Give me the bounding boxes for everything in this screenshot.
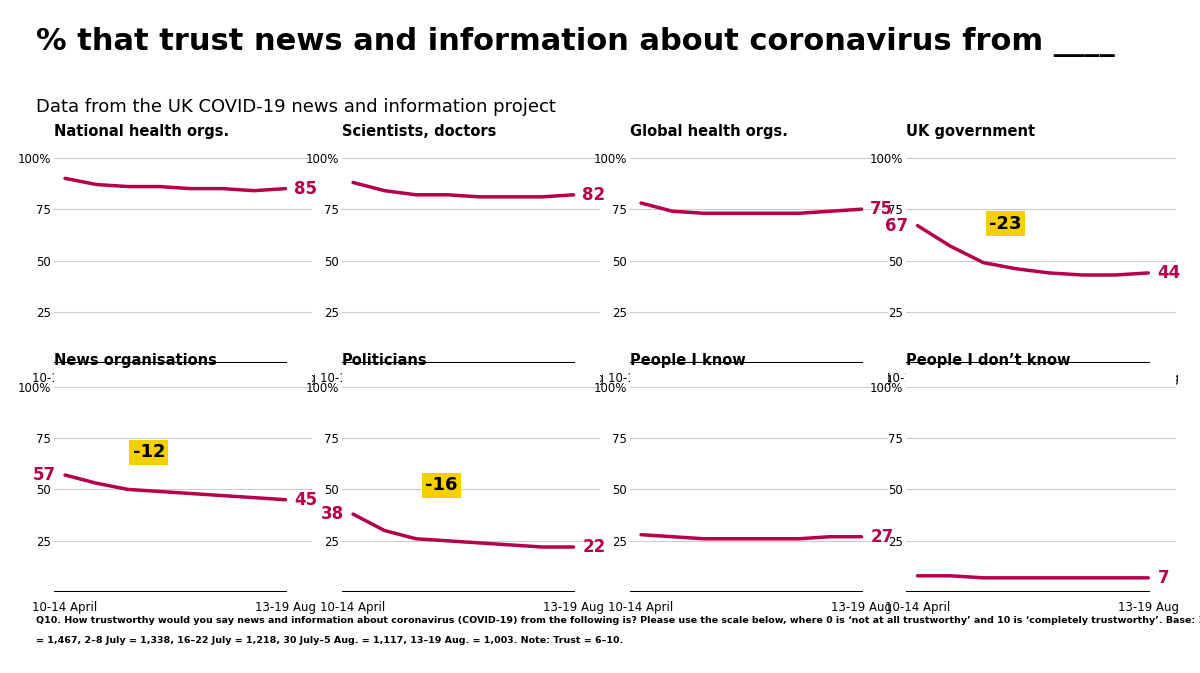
- Text: Q10. How trustworthy would you say news and information about coronavirus (COVID: Q10. How trustworthy would you say news …: [36, 616, 1200, 625]
- Text: 67: 67: [886, 217, 908, 235]
- Text: -23: -23: [989, 215, 1021, 233]
- Text: People I don’t know: People I don’t know: [906, 353, 1070, 367]
- Text: UK government: UK government: [906, 124, 1036, 139]
- Text: Global health orgs.: Global health orgs.: [630, 124, 788, 139]
- Text: 22: 22: [582, 538, 606, 556]
- Text: 27: 27: [870, 528, 894, 546]
- Text: Data from the UK COVID-19 news and information project: Data from the UK COVID-19 news and infor…: [36, 98, 556, 116]
- Text: National health orgs.: National health orgs.: [54, 124, 229, 139]
- Text: Politicians: Politicians: [342, 353, 427, 367]
- Text: % that trust news and information about coronavirus from ____: % that trust news and information about …: [36, 27, 1115, 57]
- Text: 57: 57: [34, 466, 56, 484]
- Text: People I know: People I know: [630, 353, 745, 367]
- Text: -12: -12: [132, 444, 166, 462]
- Text: Scientists, doctors: Scientists, doctors: [342, 124, 497, 139]
- Text: 75: 75: [870, 200, 894, 218]
- Text: 45: 45: [294, 491, 318, 509]
- Text: 38: 38: [322, 505, 344, 523]
- Text: 85: 85: [294, 180, 317, 198]
- Text: News organisations: News organisations: [54, 353, 217, 367]
- Text: 44: 44: [1158, 264, 1181, 282]
- Text: 7: 7: [1158, 569, 1169, 587]
- Text: -16: -16: [425, 476, 457, 494]
- Text: = 1,467, 2–8 July = 1,338, 16–22 July = 1,218, 30 July–5 Aug. = 1,117, 13–19 Aug: = 1,467, 2–8 July = 1,338, 16–22 July = …: [36, 636, 623, 645]
- Text: 82: 82: [582, 186, 606, 204]
